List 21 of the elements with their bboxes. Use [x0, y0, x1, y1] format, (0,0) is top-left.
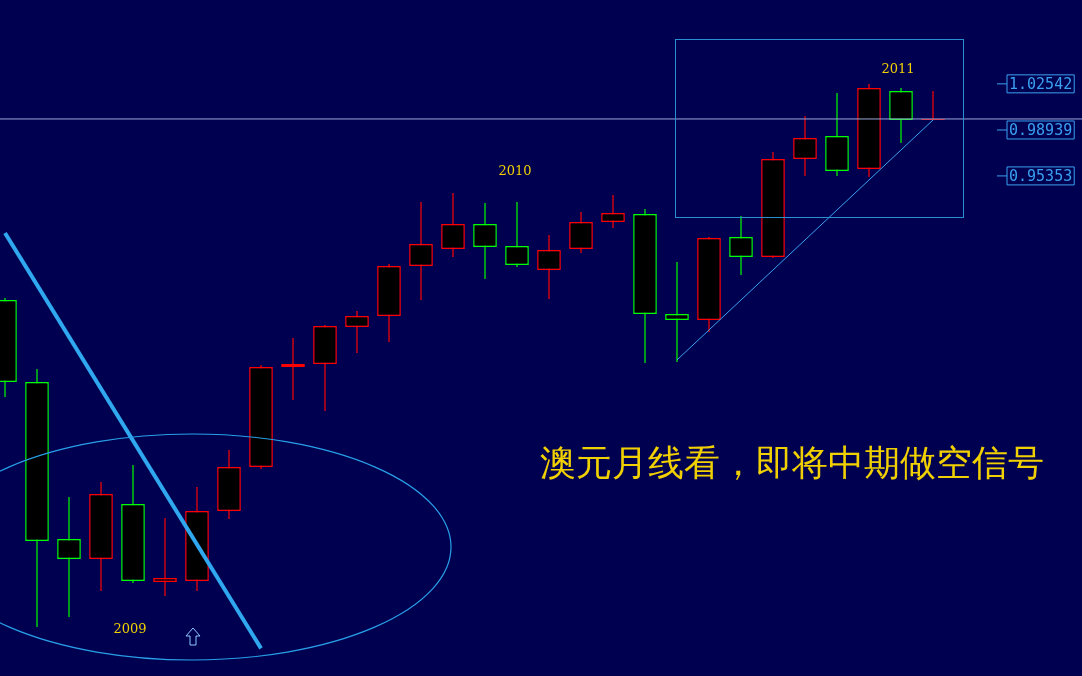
y-tick-label: 0.95353 — [1009, 166, 1073, 185]
annotation: 2009 — [113, 621, 147, 637]
candlestick — [345, 310, 369, 354]
candlestick — [537, 234, 561, 300]
candlestick — [665, 261, 689, 363]
candlestick — [793, 115, 817, 177]
y-tick-label: 0.98939 — [1009, 120, 1073, 139]
y-tick-label: 1.02542 — [1009, 74, 1073, 93]
candlestick — [57, 496, 81, 618]
annotation: 2010 — [498, 163, 532, 179]
candlestick — [601, 194, 625, 229]
candlestick — [281, 337, 305, 401]
candlestick — [441, 192, 465, 258]
candlestick — [473, 202, 497, 280]
candlestick — [409, 201, 433, 301]
text: 澳元月线看，即将中期做空信号 — [540, 442, 1044, 484]
candlestick — [153, 517, 177, 597]
candlestick — [505, 201, 529, 268]
candlestick — [569, 211, 593, 254]
annotation: 2011 — [881, 61, 915, 77]
candlestick — [729, 215, 753, 276]
